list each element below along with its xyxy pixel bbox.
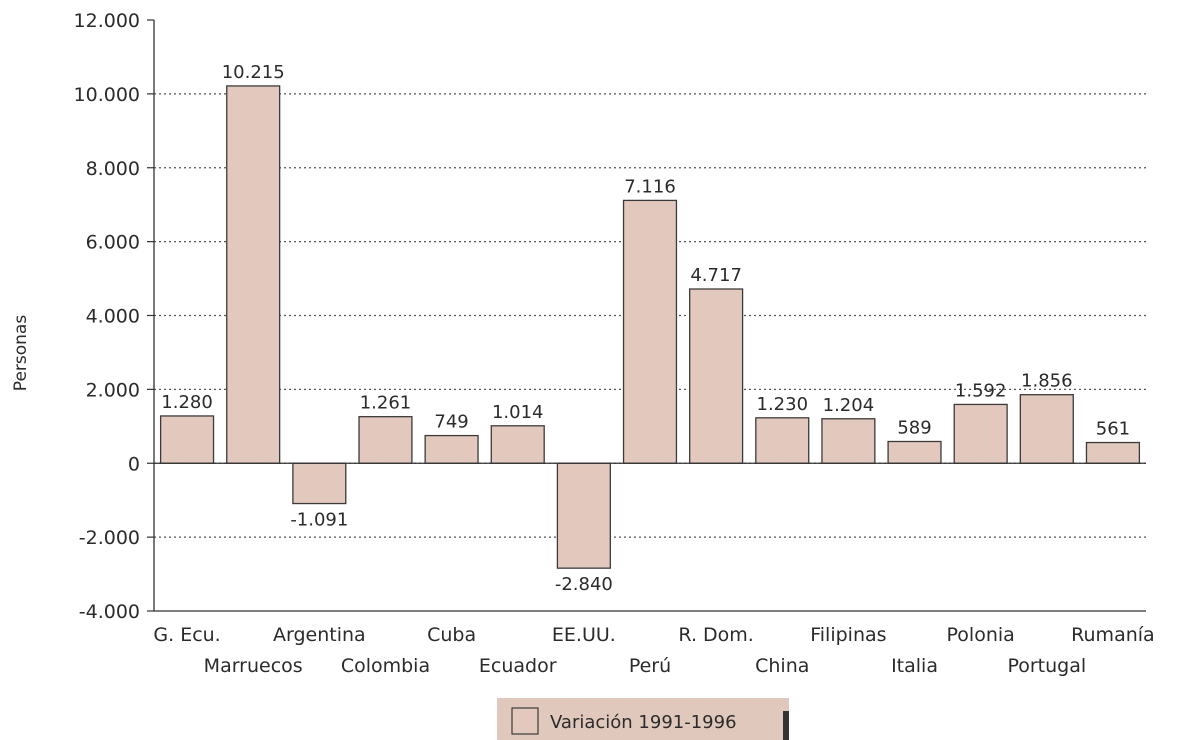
data-label: -1.091 <box>290 510 348 531</box>
bar <box>887 440 942 464</box>
x-tick-label: R. Dom. <box>678 624 753 646</box>
y-tick-label: 12.000 <box>74 10 140 32</box>
bar <box>1019 394 1074 464</box>
legend-background <box>497 698 789 740</box>
bar <box>556 462 611 569</box>
data-label: 7.116 <box>624 176 676 197</box>
bar <box>821 418 876 464</box>
bar <box>755 417 810 464</box>
x-tick-label: G. Ecu. <box>153 624 220 646</box>
data-label: 1.856 <box>1021 371 1073 392</box>
x-tick-label: Portugal <box>1007 655 1086 677</box>
y-tick-label: 10.000 <box>74 84 140 106</box>
y-tick-label: -2.000 <box>79 527 140 549</box>
legend: Variación 1991-1996 <box>497 698 789 740</box>
data-label: 1.014 <box>492 402 544 423</box>
data-label: 589 <box>897 417 931 438</box>
data-label: -2.840 <box>555 574 613 595</box>
y-tick-label: 0 <box>128 453 140 475</box>
data-label: 1.204 <box>823 395 875 416</box>
bar <box>953 403 1008 464</box>
data-label: 1.592 <box>955 380 1007 401</box>
bar <box>226 85 281 464</box>
y-axis-title: Personas <box>11 315 31 392</box>
x-tick-label: Rumanía <box>1071 624 1155 646</box>
legend-label: Variación 1991-1996 <box>550 712 737 733</box>
x-tick-label: Ecuador <box>479 655 557 677</box>
bar <box>159 415 215 464</box>
data-label: 561 <box>1096 419 1130 440</box>
x-tick-label: Cuba <box>427 624 476 646</box>
data-label: 1.230 <box>757 394 809 415</box>
data-label: 1.261 <box>360 393 412 414</box>
x-tick-label: Italia <box>891 655 938 677</box>
y-tick-labels: -4.000 -2.000 0 2.000 4.000 6.000 8.000 10.000 1… <box>74 10 140 623</box>
y-tick-label: 6.000 <box>86 232 140 254</box>
x-tick-label: Marruecos <box>204 655 303 677</box>
x-tick-label: Colombia <box>341 655 430 677</box>
data-label: 749 <box>434 412 468 433</box>
x-tick-label: EE.UU. <box>552 624 616 646</box>
y-tick-label: 2.000 <box>86 379 140 401</box>
y-tick-label: -4.000 <box>79 601 140 623</box>
bar <box>1085 441 1141 464</box>
data-label: 4.717 <box>690 265 742 286</box>
value-labels: 1.280 10.215 -1.091 1.261 749 1.014 -2.840 7.11… <box>161 62 1130 595</box>
category-labels: G. Ecu. Marruecos Argentina Colombia CubaEcu… <box>153 624 1154 677</box>
legend-shadow <box>783 711 789 740</box>
bar <box>292 462 347 505</box>
x-tick-label: Argentina <box>273 624 366 646</box>
bar <box>490 425 545 464</box>
bars <box>159 85 1141 569</box>
bar <box>622 199 678 464</box>
axes <box>147 19 1146 612</box>
y-tick-label: 8.000 <box>86 158 140 180</box>
x-tick-label: China <box>755 655 809 677</box>
x-tick-label: Filipinas <box>810 624 886 646</box>
bar <box>424 434 479 464</box>
x-tick-label: Perú <box>629 655 671 677</box>
x-tick-label: Polonia <box>947 624 1015 646</box>
data-label: 10.215 <box>222 62 285 83</box>
data-label: 1.280 <box>161 392 213 413</box>
legend-swatch <box>511 707 539 735</box>
bar <box>689 288 744 464</box>
bar <box>358 416 413 464</box>
y-tick-label: 4.000 <box>86 306 140 328</box>
